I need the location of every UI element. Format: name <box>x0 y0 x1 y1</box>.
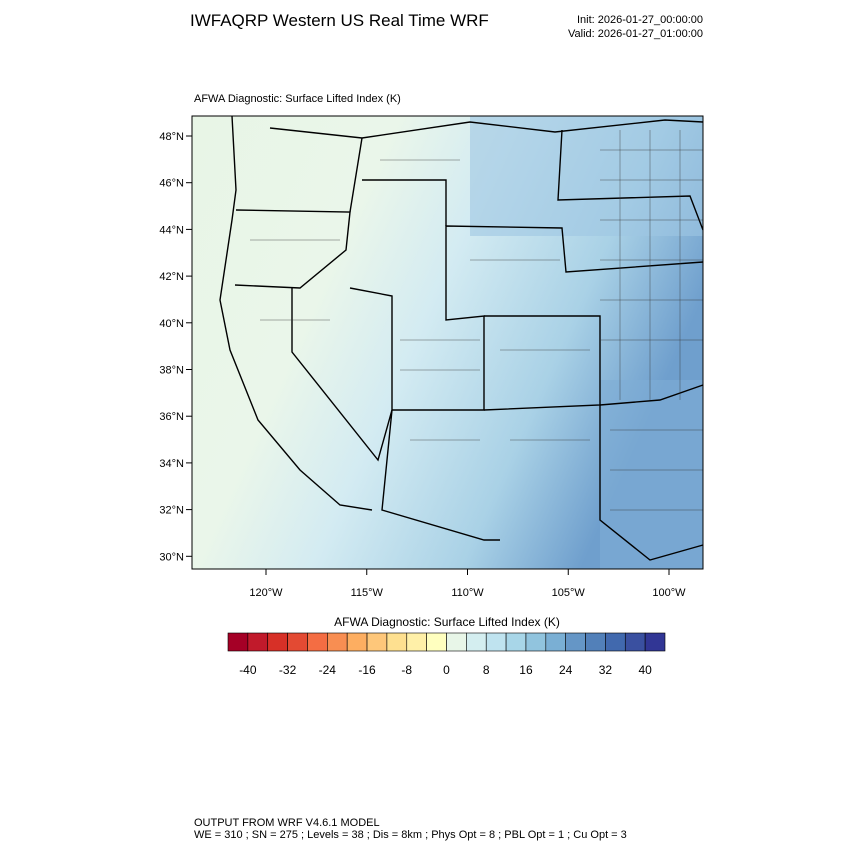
colorbar-box <box>426 632 447 652</box>
colorbar-label: 32 <box>599 663 613 677</box>
colorbar-box <box>386 632 408 652</box>
lat-label: 36°N <box>159 411 184 423</box>
colorbar-label: -32 <box>279 663 297 677</box>
footer-line: OUTPUT FROM WRF V4.6.1 MODEL <box>194 817 380 829</box>
valid-time: Valid: 2026-01-27_01:00:00 <box>568 28 703 40</box>
colorbar-box <box>644 632 666 652</box>
colorbar-label: 0 <box>443 663 450 677</box>
colorbar-label: -16 <box>358 663 376 677</box>
colorbar-title: AFWA Diagnostic: Surface Lifted Index (K… <box>334 615 560 629</box>
colorbar-box <box>466 632 487 652</box>
title: IWFAQRP Western US Real Time WRF <box>190 11 489 30</box>
colorbar-box <box>585 632 606 652</box>
colorbar-label: 16 <box>519 663 533 677</box>
lat-label: 46°N <box>159 178 184 190</box>
lon-label: 100°W <box>652 587 686 599</box>
colorbar-label: -8 <box>401 663 412 677</box>
colorbar-box <box>307 632 328 652</box>
colorbar-box <box>406 632 427 652</box>
lat-label: 40°N <box>159 318 184 330</box>
footer-line: WE = 310 ; SN = 275 ; Levels = 38 ; Dis … <box>194 829 627 841</box>
lon-label: 105°W <box>552 587 586 599</box>
colorbar-box <box>287 632 308 652</box>
lon-label: 115°W <box>351 587 384 599</box>
colorbar-box <box>605 632 626 652</box>
lon-label: 120°W <box>249 587 283 599</box>
colorbar-box <box>327 632 348 652</box>
map-title: AFWA Diagnostic: Surface Lifted Index (K… <box>194 93 401 105</box>
init-time: Init: 2026-01-27_00:00:00 <box>577 14 703 26</box>
colorbar-label: 24 <box>559 663 573 677</box>
colorbar-label: -24 <box>319 663 337 677</box>
colorbar-box <box>505 632 527 652</box>
colorbar-label: 40 <box>638 663 652 677</box>
counties <box>250 130 703 511</box>
colorbar-box <box>227 632 249 652</box>
lat-label: 44°N <box>159 224 184 236</box>
boundaries <box>219 115 704 561</box>
map <box>191 115 704 570</box>
colorbar-box <box>346 632 368 652</box>
colorbar-label: 8 <box>483 663 490 677</box>
colorbar-box <box>545 632 566 652</box>
lat-label: 48°N <box>159 131 184 143</box>
lon-label: 110°W <box>451 587 484 599</box>
lat-label: 32°N <box>159 505 184 517</box>
lat-label: 30°N <box>159 551 184 563</box>
frame <box>191 115 704 570</box>
colorbar-box <box>485 632 507 652</box>
colorbar-box <box>247 632 269 652</box>
colorbar-label: -40 <box>239 663 257 677</box>
colorbar-box <box>624 632 646 652</box>
lat-label: 38°N <box>159 365 184 377</box>
field-patch <box>600 380 703 569</box>
colorbar-box <box>267 632 288 652</box>
lat-label: 34°N <box>159 458 184 470</box>
field-patch <box>470 116 703 236</box>
colorbar-box <box>565 632 586 652</box>
colorbar-box <box>525 632 547 652</box>
lat-label: 42°N <box>159 271 184 283</box>
colorbar: -40 -32 -24 -16 -8 0 8 16 24 32 40 <box>227 632 666 677</box>
colorbar-box <box>366 632 388 652</box>
colorbar-box <box>446 632 467 652</box>
